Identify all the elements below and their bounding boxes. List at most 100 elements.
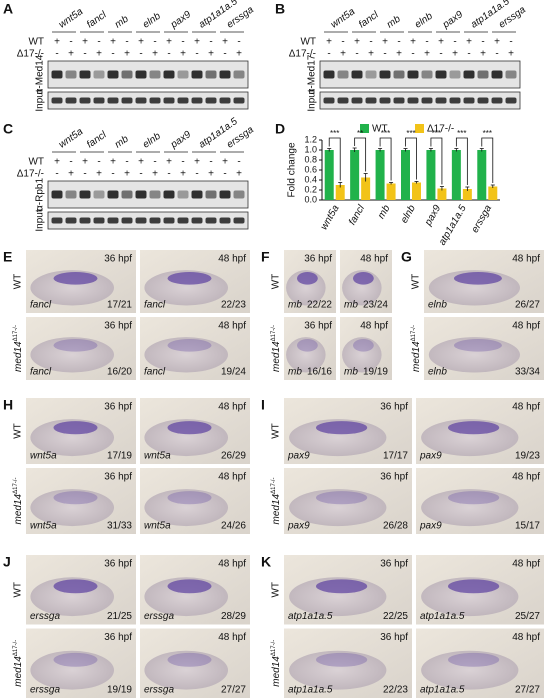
bar [412,182,421,200]
lane-sign: - [383,49,386,60]
row-allele: Δ17-/- [271,478,277,494]
gel-band [393,97,405,104]
gel-band [149,217,161,224]
lane-sign: + [222,157,228,168]
stain [316,652,368,667]
embryo-image [284,468,412,534]
lane-sign: + [438,37,444,48]
embryo-image [284,250,336,313]
lane-sign: - [55,169,58,180]
gel-band [65,70,77,79]
gel-band [51,70,63,79]
bar [426,150,436,200]
row-label: WT [271,582,282,598]
gel-band [79,217,91,224]
embryo-image [140,250,250,313]
lane-sign: - [139,169,142,180]
gene-label: elnb [141,11,163,31]
stain [454,272,502,285]
lane-sign: + [110,157,116,168]
row-label: med14Δ17-/- [411,325,422,372]
stain [53,272,98,285]
lane-sign: + [96,169,102,180]
stage-label: 48 hpf [218,632,246,643]
legend-label: Δ17-/- [427,124,454,135]
gel-band [135,70,147,79]
y-tick-label: 0.4 [304,174,317,184]
lane-sign: - [195,169,198,180]
row-gene: med14 [271,656,282,687]
lane-sign: + [508,49,514,60]
lane-sign: - [83,169,86,180]
gene-label: mb [288,367,302,378]
embryo-body [144,337,228,373]
row-label: WT [271,423,282,439]
gel-band [379,70,391,79]
count-label: 16/16 [307,367,332,378]
stain [297,339,318,352]
gel-row-label: Input [35,89,46,111]
gene-label: mb [344,300,358,311]
gel-band [135,97,147,104]
lane-sign: - [195,49,198,60]
lane-sign: + [326,37,332,48]
count-label: 25/27 [515,611,540,622]
lane-sign: + [138,157,144,168]
stain [167,579,212,594]
lane-sign: + [166,37,172,48]
embryo-image [140,317,250,380]
gel-band [65,190,77,199]
gel-band [323,97,335,104]
gel-band [491,70,503,79]
gene-label: fancl [144,367,166,378]
lane-sign: - [425,37,428,48]
gel-band [121,70,133,79]
gel-band [107,190,119,199]
gene-label: wnt5a [30,521,57,532]
gel-band [135,190,147,199]
lane-sign: + [382,37,388,48]
panel-label: C [3,121,13,137]
legend-swatch [360,124,369,133]
lane-sign: - [223,49,226,60]
gel-band [233,97,245,104]
embryo-image [416,398,544,464]
gel-band [421,70,433,79]
gel-band [121,217,133,224]
bar [488,186,498,200]
count-label: 22/23 [383,685,408,696]
embryo-image [424,317,544,380]
lane-sign: + [452,49,458,60]
bar [451,150,461,200]
lane-sign: - [111,49,114,60]
embryo-body [289,489,387,527]
gel-band [149,190,161,199]
stage-label: 48 hpf [512,472,540,483]
stain [448,652,500,667]
gel-band [163,97,175,104]
lane-sign: + [208,49,214,60]
x-tick-label: pax9 [422,203,443,229]
bar [375,150,385,200]
embryo-image [140,468,250,534]
row-label: WT [300,37,316,48]
gene-label: atp1a1a.5 [420,611,465,622]
embryo-image [424,250,544,313]
embryo-image [26,398,136,464]
count-label: 22/25 [383,611,408,622]
lane-sign: - [167,169,170,180]
stain [454,339,502,352]
gel-band [121,190,133,199]
gel-band [191,97,203,104]
gel-band [449,97,461,104]
lane-sign: + [152,49,158,60]
count-label: 19/24 [221,367,246,378]
gel-band [107,217,119,224]
gel-row-label: α-Med14 [35,54,46,94]
gene-label: pax9 [287,451,310,462]
legend-label: WT [372,124,388,135]
lane-sign: - [153,157,156,168]
count-label: 16/20 [107,367,132,378]
stain [167,339,212,352]
stage-label: 36 hpf [380,472,408,483]
